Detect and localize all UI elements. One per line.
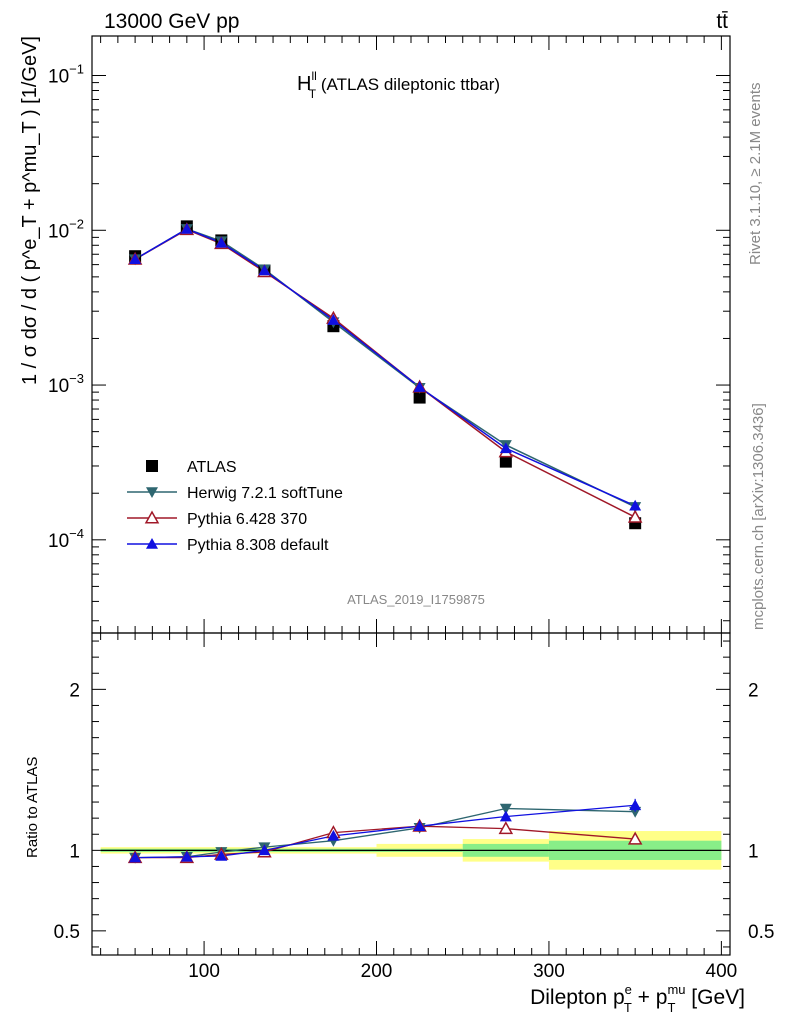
main-y-axis: 10−1 10−2 10−3 10−4	[48, 36, 730, 633]
ratio-line-2	[135, 804, 636, 859]
ratio-x-tick-label: 100	[188, 961, 220, 982]
data-point-3	[327, 314, 340, 325]
legend-marker-2	[144, 510, 160, 524]
data-point-0	[499, 455, 512, 468]
main-y-tick-label: 10−2	[48, 216, 84, 242]
ratio-series-lines	[135, 804, 636, 859]
header-process: 13000 GeV pp	[104, 10, 239, 33]
data-point-3	[258, 264, 271, 276]
ratio-y-tick-label-right: 1	[748, 841, 759, 862]
ratio-point-2	[327, 829, 340, 841]
data-point-2	[627, 509, 643, 523]
title-sup: ll	[311, 69, 316, 83]
mcplots-label: mcplots.cern.ch [arXiv:1306.3436]	[750, 403, 767, 630]
data-point-3	[629, 499, 642, 511]
ratio-point-1	[627, 831, 643, 845]
title-h: H	[297, 73, 311, 95]
ratio-y-tick-label: 1	[69, 841, 80, 862]
main-y-tick-label: 10−1	[48, 62, 84, 88]
ratio-point-2	[629, 799, 642, 811]
ratio-point-2	[499, 810, 512, 822]
data-point-3	[129, 253, 142, 265]
legend-marker-0	[146, 460, 158, 472]
ratio-axes: 100 200 300 400 0.5 0.5 1 1 2 2	[54, 633, 774, 982]
ratio-markers	[127, 798, 643, 864]
ratio-y-tick-label-right: 0.5	[748, 922, 774, 943]
plot-title: Hll T (ATLAS dileptonic ttbar)	[297, 69, 500, 101]
ratio-point-2	[258, 844, 271, 856]
legend-label-0: ATLAS	[187, 459, 237, 476]
main-y-tick-label: 10−4	[48, 526, 84, 552]
rivet-label: Rivet 3.1.10, ≥ 2.1M events	[747, 83, 764, 266]
ratio-y-tick-label: 0.5	[54, 922, 80, 943]
data-point-3	[413, 381, 426, 392]
ratio-point-2	[215, 849, 228, 861]
legend: ATLAS Herwig 7.2.1 softTune Pythia 6.428 3…	[127, 459, 343, 554]
legend-marker-3	[146, 538, 158, 549]
ratio-x-tick-label: 300	[533, 961, 565, 982]
ratio-point-1	[498, 821, 514, 835]
header-final-state: tt̄	[716, 10, 728, 33]
ratio-point-2	[129, 851, 142, 863]
legend-marker-1	[146, 487, 158, 498]
ratio-y-label: Ratio to ATLAS	[24, 757, 41, 858]
legend-label-1: Herwig 7.2.1 softTune	[187, 485, 343, 502]
analysis-id: ATLAS_2019_I1759875	[347, 592, 485, 607]
main-y-tick-label: 10−3	[48, 371, 84, 397]
data-point-3	[215, 236, 228, 248]
data-point-3	[499, 442, 512, 454]
ratio-x-tick-label: 400	[706, 961, 738, 982]
ratio-y-tick-label: 2	[69, 680, 80, 701]
ratio-point-0	[499, 803, 512, 815]
ratio-point-2	[180, 850, 193, 862]
main-y-label: 1 / σ dσ / d ( p^e_T + p^mu_T ) [1/GeV]	[19, 36, 41, 385]
ratio-line-0	[135, 807, 636, 859]
legend-label-3: Pythia 8.308 default	[187, 537, 329, 554]
ratio-uncertainty-bands	[100, 831, 722, 870]
title-sub: T	[309, 87, 317, 101]
legend-label-2: Pythia 6.428 370	[187, 511, 307, 528]
ratio-x-tick-label: 200	[361, 961, 393, 982]
data-point-3	[180, 222, 193, 234]
ratio-point-2	[413, 820, 426, 831]
data-point-0	[413, 391, 426, 404]
title-rest: (ATLAS dileptonic ttbar)	[316, 75, 500, 94]
main-markers	[127, 220, 643, 530]
ratio-y-tick-label-right: 2	[748, 680, 759, 701]
ratio-panel-frame	[91, 632, 731, 956]
x-axis-label: Dilepton pe T + pmu T [GeV]	[530, 982, 745, 1015]
